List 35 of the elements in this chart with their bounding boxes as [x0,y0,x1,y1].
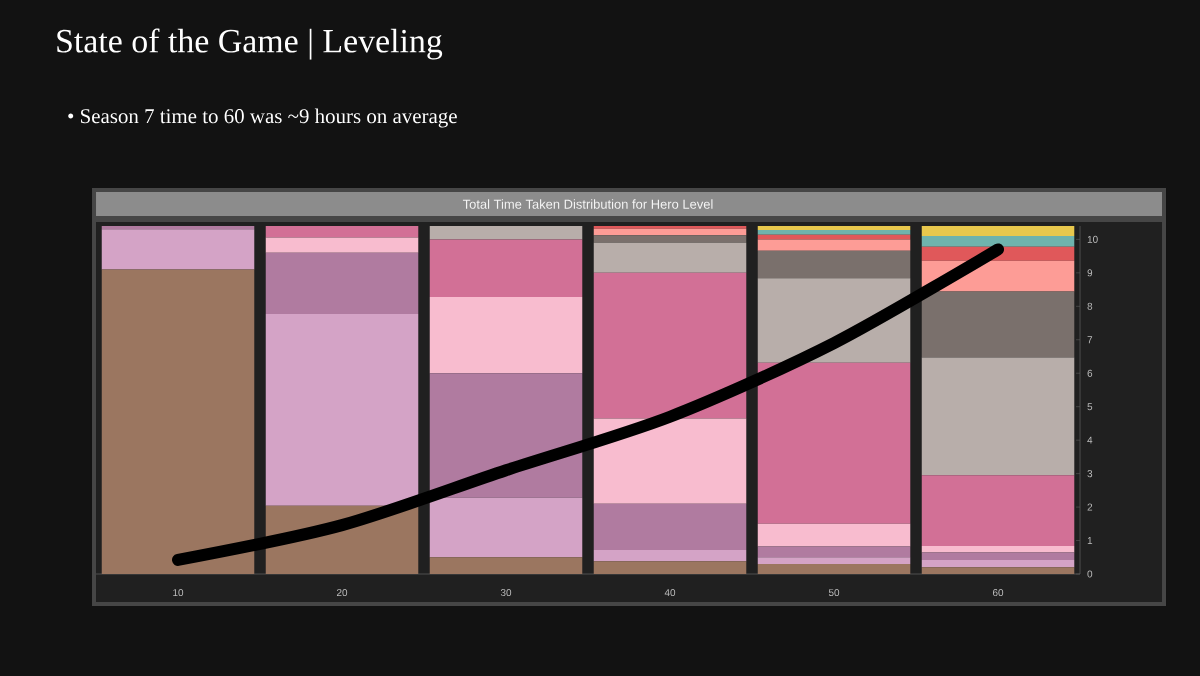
bar [429,226,583,240]
bar [593,549,747,562]
bar [757,250,911,279]
bar [429,557,583,574]
bar [921,552,1075,560]
chart-subtitle: • Season 7 time to 60 was ~9 hours on average [68,108,457,128]
bar [757,563,911,574]
bar [921,236,1075,247]
bar [593,235,747,243]
bar [429,497,583,558]
bar [757,557,911,564]
bar [593,503,747,550]
bar [265,252,419,314]
bar [429,296,583,374]
bar [101,269,255,574]
bar [921,357,1075,476]
bar [593,418,747,504]
bar [265,314,419,506]
bar [921,559,1075,568]
bar [921,475,1075,546]
bar [757,239,911,251]
bar [921,567,1075,574]
bar [757,362,911,524]
bar [265,237,419,253]
bar [101,229,255,270]
bar [429,239,583,297]
bar [757,523,911,547]
bar [757,546,911,558]
bar [921,226,1075,237]
bar [593,272,747,419]
bar [593,561,747,574]
bar [921,545,1075,553]
bar [593,242,747,273]
bar [265,226,419,238]
chart-title: State of the Game | Leveling [57,28,443,60]
